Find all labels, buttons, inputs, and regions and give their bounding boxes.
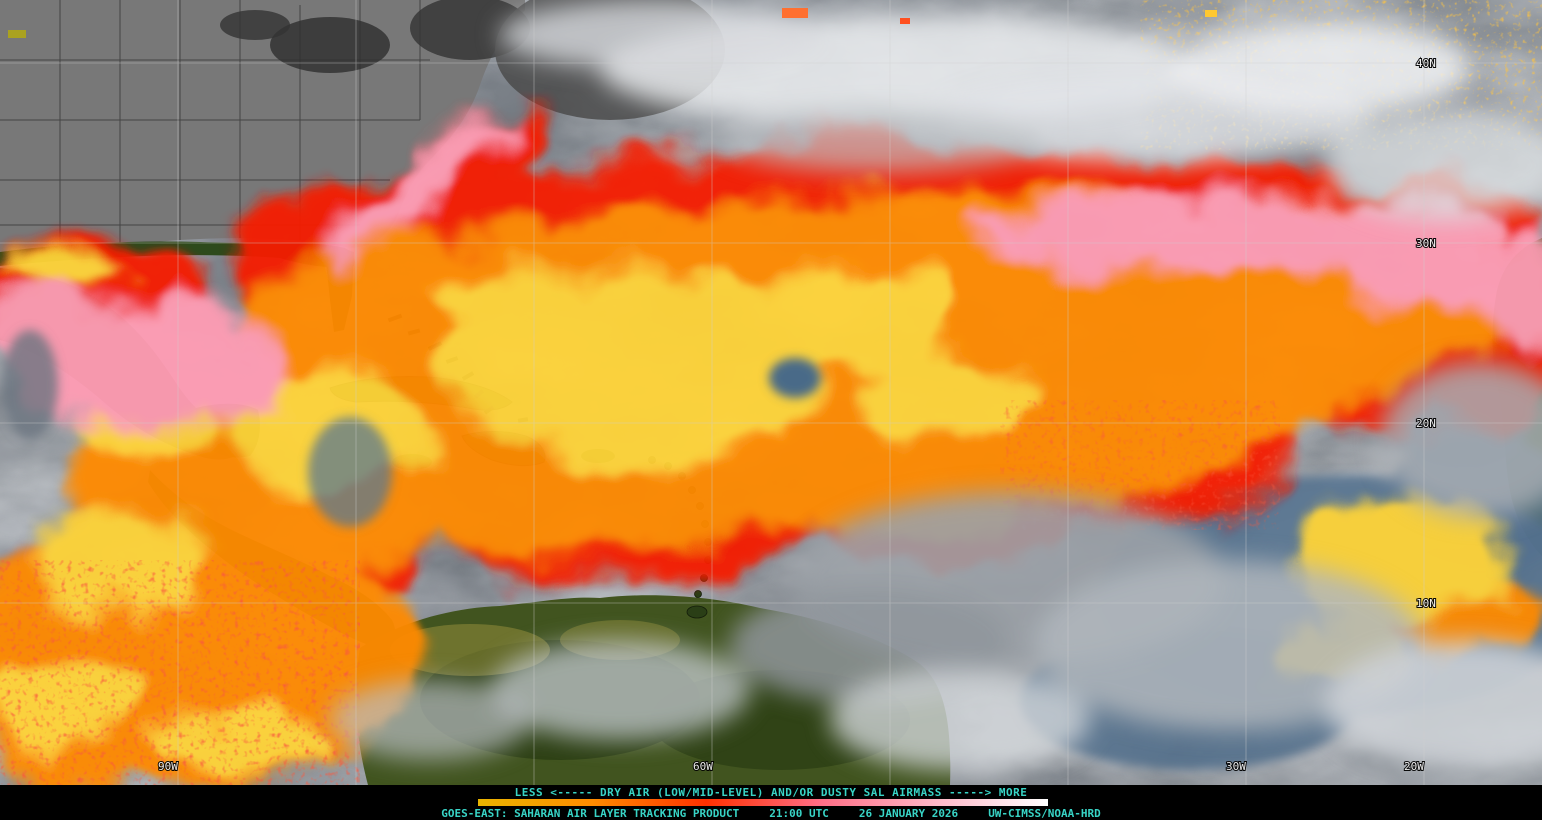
bottom-bar: LESS <----- DRY AIR (LOW/MID-LEVEL) AND/… (0, 785, 1542, 820)
lat-label-10n: 10N (1416, 597, 1436, 610)
lon-label-90w: 90W (158, 760, 178, 773)
satellite-map-svg: 40N 30N 20N 10N 90W 60W 30W 20W (0, 0, 1542, 795)
lon-label-30w: 30W (1226, 760, 1246, 773)
debris-pixels (8, 8, 1217, 38)
lat-label-20n: 20N (1416, 417, 1436, 430)
cloud-masses (330, 0, 1542, 770)
lat-label-30n: 30N (1416, 237, 1436, 250)
credit-label: UW-CIMSS/NOAA-HRD (988, 807, 1101, 820)
lon-label-60w: 60W (693, 760, 713, 773)
satellite-map: 40N 30N 20N 10N 90W 60W 30W 20W (0, 0, 1542, 795)
state-borders (0, 0, 430, 250)
graticule-labels: 40N 30N 20N 10N 90W 60W 30W 20W (157, 56, 1437, 774)
sal-pink-layer (0, 112, 1542, 430)
product-footer: GOES-EAST: SAHARAN AIR LAYER TRACKING PR… (0, 807, 1542, 820)
sal-colorbar (478, 799, 1048, 806)
product-title: GOES-EAST: SAHARAN AIR LAYER TRACKING PR… (441, 807, 740, 820)
lat-label-40n: 40N (1416, 57, 1436, 70)
graticule-grid (0, 0, 1542, 785)
timestamp-utc: 21:00 UTC (769, 807, 829, 820)
colorbar-legend-text: LESS <----- DRY AIR (LOW/MID-LEVEL) AND/… (514, 786, 1028, 799)
embedded-ocean-spots (2, 330, 821, 527)
date-label: 26 JANUARY 2026 (858, 807, 959, 820)
lon-label-20w: 20W (1404, 760, 1424, 773)
